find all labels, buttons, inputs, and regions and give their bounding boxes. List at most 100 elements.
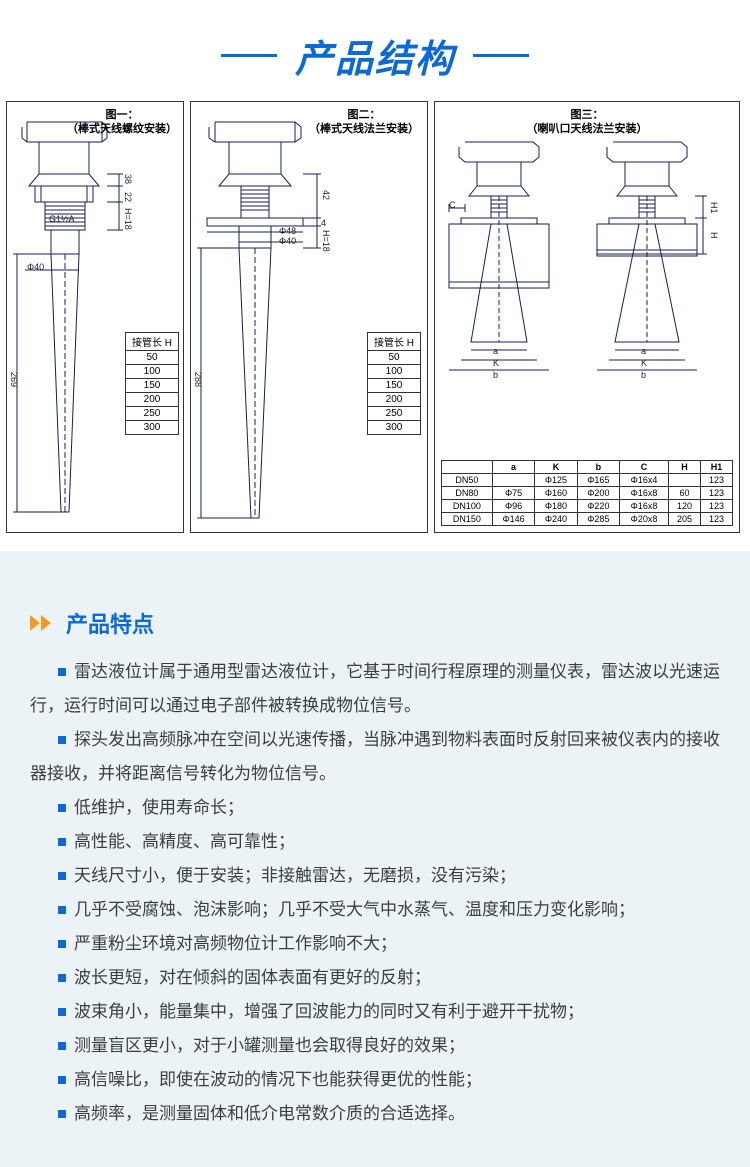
feature-item: 天线尺寸小，便于安装；非接触雷达，无磨损，没有污染； xyxy=(30,859,720,893)
bullet-icon xyxy=(58,1008,66,1016)
p3-b1: b xyxy=(493,370,498,380)
title-line-right xyxy=(473,54,529,57)
dim-42: 42 xyxy=(321,190,331,200)
figure-2: 图二： （棒式天线法兰安装） xyxy=(190,101,428,533)
feature-text: 波束角小，能量集中，增强了回波能力的同时又有利于避开干扰物； xyxy=(74,1002,584,1021)
p3-col xyxy=(442,461,493,474)
p3-cell: Φ160 xyxy=(535,487,577,500)
p3-a1: a xyxy=(493,346,498,356)
p3-cell: 205 xyxy=(669,513,701,526)
feature-text: 雷达液位计属于通用型雷达液位计，它基于时间行程原理的测量仪表，雷达波以光速运行，… xyxy=(30,662,720,715)
bullet-icon xyxy=(58,906,66,914)
p3-b2: b xyxy=(641,370,646,380)
p3-cell: 120 xyxy=(669,500,701,513)
features-title: 产品特点 xyxy=(66,607,154,639)
p3-cell: Φ16x8 xyxy=(620,487,669,500)
dim-g: G1½A xyxy=(49,214,75,224)
feature-text: 低维护，使用寿命长； xyxy=(74,798,244,817)
p3-cell: Φ146 xyxy=(492,513,534,526)
pipe-len: 100 xyxy=(368,365,421,379)
p3-col: H1 xyxy=(700,461,732,474)
title-line-left xyxy=(221,54,277,57)
pipe-len: 150 xyxy=(126,379,179,393)
p3-cell: 60 xyxy=(669,487,701,500)
p3-c: C xyxy=(449,200,456,210)
feature-item: 波长更短，对在倾斜的固体表面有更好的反射； xyxy=(30,961,720,995)
feature-text: 测量盲区更小，对于小罐测量也会取得良好的效果； xyxy=(74,1036,465,1055)
bullet-icon xyxy=(58,1076,66,1084)
feature-para: 雷达液位计属于通用型雷达液位计，它基于时间行程原理的测量仪表，雷达波以光速运行，… xyxy=(30,655,720,723)
p3-cell: Φ16x4 xyxy=(620,474,669,487)
feature-text: 波长更短，对在倾斜的固体表面有更好的反射； xyxy=(74,968,431,987)
fig1-drawing xyxy=(7,102,183,532)
feature-text: 高性能、高精度、高可靠性； xyxy=(74,832,295,851)
dim-38: 38 xyxy=(123,174,133,184)
fig2-caption: 图二： xyxy=(309,108,419,122)
p3-cell: 123 xyxy=(700,500,732,513)
p3-cell: Φ16x8 xyxy=(620,500,669,513)
pipe-len: 50 xyxy=(368,351,421,365)
p3-cell: Φ200 xyxy=(577,487,619,500)
p3-cell: Φ180 xyxy=(535,500,577,513)
p3-k1: K xyxy=(493,358,499,368)
feature-para: 探头发出高频脉冲在空间以光速传播，当脉冲遇到物料表面时反射回来被仪表内的接收器接… xyxy=(30,723,720,791)
p3-cell: 123 xyxy=(700,513,732,526)
feature-text: 几乎不受腐蚀、泡沫影响；几乎不受大气中水蒸气、温度和压力变化影响； xyxy=(74,900,635,919)
feature-text: 严重粉尘环境对高频物位计工作影响不大； xyxy=(74,934,397,953)
feature-item: 几乎不受腐蚀、泡沫影响；几乎不受大气中水蒸气、温度和压力变化影响； xyxy=(30,893,720,927)
dim-269: 269 xyxy=(9,372,19,387)
bullet-icon xyxy=(58,940,66,948)
p3-h: H xyxy=(709,232,719,239)
p3-cell: 123 xyxy=(700,474,732,487)
p3-cell: 123 xyxy=(700,487,732,500)
fig2-pipe-table: 接管长 H 50 100 150 200 250 300 xyxy=(367,332,421,435)
feature-item: 波束角小，能量集中，增强了回波能力的同时又有利于避开干扰物； xyxy=(30,995,720,1029)
pipe-len: 300 xyxy=(126,421,179,435)
pipe-len: 250 xyxy=(126,407,179,421)
p3-cell: Φ285 xyxy=(577,513,619,526)
bullet-icon xyxy=(58,668,66,676)
dim-h18a: H=18 xyxy=(123,208,133,230)
feature-item: 低维护，使用寿命长； xyxy=(30,791,720,825)
fig2-drawing xyxy=(191,102,427,532)
structure-diagrams: 图一： （棒式天线螺纹安装） xyxy=(0,101,750,551)
p3-k2: K xyxy=(641,358,647,368)
features-header: 产品特点 xyxy=(30,607,720,639)
dim-phi48: Φ48 xyxy=(279,226,296,236)
p3-cell: Φ240 xyxy=(535,513,577,526)
fig1-caption: 图一： xyxy=(67,108,177,122)
dim-phi40b: Φ40 xyxy=(279,236,296,246)
feature-text: 高频率，是测量固体和低介电常数介质的合适选择。 xyxy=(74,1104,465,1123)
p3-cell: Φ75 xyxy=(492,487,534,500)
pipe-len: 300 xyxy=(368,421,421,435)
features-section: 产品特点 雷达液位计属于通用型雷达液位计，它基于时间行程原理的测量仪表，雷达波以… xyxy=(0,551,750,1167)
bullet-icon xyxy=(58,872,66,880)
pipe-len: 200 xyxy=(126,393,179,407)
p3-col: K xyxy=(535,461,577,474)
p3-cell: Φ165 xyxy=(577,474,619,487)
fig1-sub: （棒式天线螺纹安装） xyxy=(67,122,177,136)
pipe-len: 150 xyxy=(368,379,421,393)
fig3-dim-table: a K b C H H1 DN50Φ125Φ165Φ16x4123 DN80Φ7… xyxy=(441,460,733,526)
p3-cell: Φ220 xyxy=(577,500,619,513)
feature-text: 高信噪比，即使在波动的情况下也能获得更优的性能； xyxy=(74,1070,482,1089)
bullet-icon xyxy=(58,804,66,812)
dim-phi40: Φ40 xyxy=(27,262,44,272)
feature-item: 高性能、高精度、高可靠性； xyxy=(30,825,720,859)
fig3-caption: 图三： xyxy=(435,108,739,122)
p3-cell: DN80 xyxy=(442,487,493,500)
dim-4: 4 xyxy=(321,218,326,228)
figure-1: 图一： （棒式天线螺纹安装） xyxy=(6,101,184,533)
p3-cell xyxy=(492,474,534,487)
p3-cell: Φ20x8 xyxy=(620,513,669,526)
feature-item: 高信噪比，即使在波动的情况下也能获得更优的性能； xyxy=(30,1063,720,1097)
feature-text: 探头发出高频脉冲在空间以光速传播，当脉冲遇到物料表面时反射回来被仪表内的接收器接… xyxy=(30,730,720,783)
p3-cell: Φ125 xyxy=(535,474,577,487)
feature-item: 高频率，是测量固体和低介电常数介质的合适选择。 xyxy=(30,1097,720,1131)
bullet-icon xyxy=(58,974,66,982)
pipe-len: 100 xyxy=(126,365,179,379)
title-row: 产品结构 xyxy=(0,0,750,101)
p3-col: H xyxy=(669,461,701,474)
pipe-hdr: 接管长 H xyxy=(126,333,179,351)
pipe-len: 250 xyxy=(368,407,421,421)
